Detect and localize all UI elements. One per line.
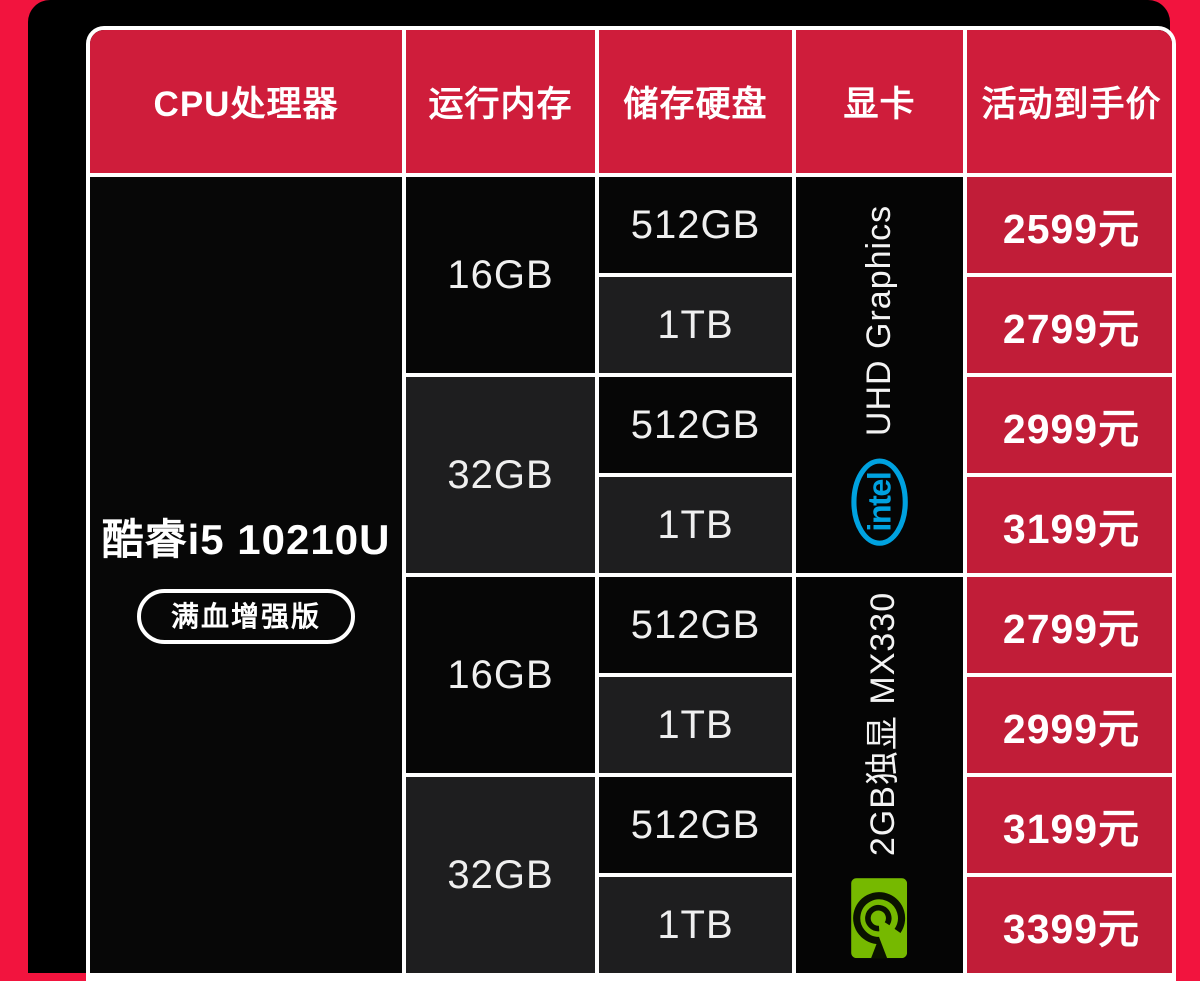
header-row: CPU处理器 运行内存 储存硬盘 显卡 活动到手价 [90, 30, 1172, 177]
column-header-price: 活动到手价 [963, 30, 1172, 177]
nvidia-logo [851, 878, 908, 959]
storage-cell: 1TB [595, 473, 796, 577]
intel-logo: intel [850, 457, 909, 546]
storage-cell: 1TB [595, 673, 796, 777]
gpu-label: 2GB独显 MX330 [864, 591, 902, 857]
price-cell: 2599元 [963, 173, 1172, 277]
spec-price-table: CPU处理器 运行内存 储存硬盘 显卡 活动到手价 酷睿i5 10210U 满血… [90, 30, 1172, 977]
column-header-ram: 运行内存 [402, 30, 599, 177]
table-row: 32GB 512GB 2999元 [90, 373, 1172, 577]
column-header-storage: 储存硬盘 [595, 30, 796, 177]
price-cell: 2799元 [963, 273, 1172, 377]
cpu-cell: 酷睿i5 10210U 满血增强版 [90, 173, 406, 977]
price-cell: 3199元 [963, 773, 1172, 877]
storage-cell: 1TB [595, 273, 796, 377]
price-cell: 3199元 [963, 473, 1172, 577]
cpu-model: 酷睿i5 10210U [101, 515, 391, 563]
gpu-cell-intel: intel UHD Graphics [792, 173, 967, 577]
table-row: 1TB 2999元 [90, 673, 1172, 777]
gpu-label: UHD Graphics [860, 204, 899, 436]
cpu-badge: 满血增强版 [136, 588, 355, 645]
storage-cell: 512GB [595, 373, 796, 477]
svg-text:intel: intel [862, 472, 898, 531]
table-row: 酷睿i5 10210U 满血增强版 16GB 512GB intel [90, 173, 1172, 977]
ram-cell: 16GB [402, 573, 599, 777]
column-header-gpu: 显卡 [792, 30, 967, 177]
gpu-cell-nvidia: 2GB独显 MX330 [792, 573, 967, 977]
price-cell: 2999元 [963, 673, 1172, 777]
price-cell: 2799元 [963, 573, 1172, 677]
table-row: 1TB 3399元 [90, 873, 1172, 977]
storage-cell: 512GB [595, 773, 796, 877]
table-row: 1TB 2799元 [90, 273, 1172, 377]
price-cell: 3399元 [963, 873, 1172, 977]
storage-cell: 512GB [595, 173, 796, 277]
price-cell: 2999元 [963, 373, 1172, 477]
storage-cell: 512GB [595, 573, 796, 677]
ram-cell: 16GB [402, 173, 599, 377]
spec-price-table-wrap: CPU处理器 运行内存 储存硬盘 显卡 活动到手价 酷睿i5 10210U 满血… [86, 26, 1176, 981]
table-row: 32GB 512GB 3199元 [90, 773, 1172, 977]
column-header-cpu: CPU处理器 [90, 30, 406, 177]
storage-cell: 1TB [595, 873, 796, 977]
table-row: 16GB 512GB 2 [90, 573, 1172, 977]
ram-cell: 32GB [402, 773, 599, 977]
table-row: 1TB 3199元 [90, 473, 1172, 577]
table-container: CPU处理器 运行内存 储存硬盘 显卡 活动到手价 酷睿i5 10210U 满血… [28, 0, 1176, 981]
ram-cell: 32GB [402, 373, 599, 577]
